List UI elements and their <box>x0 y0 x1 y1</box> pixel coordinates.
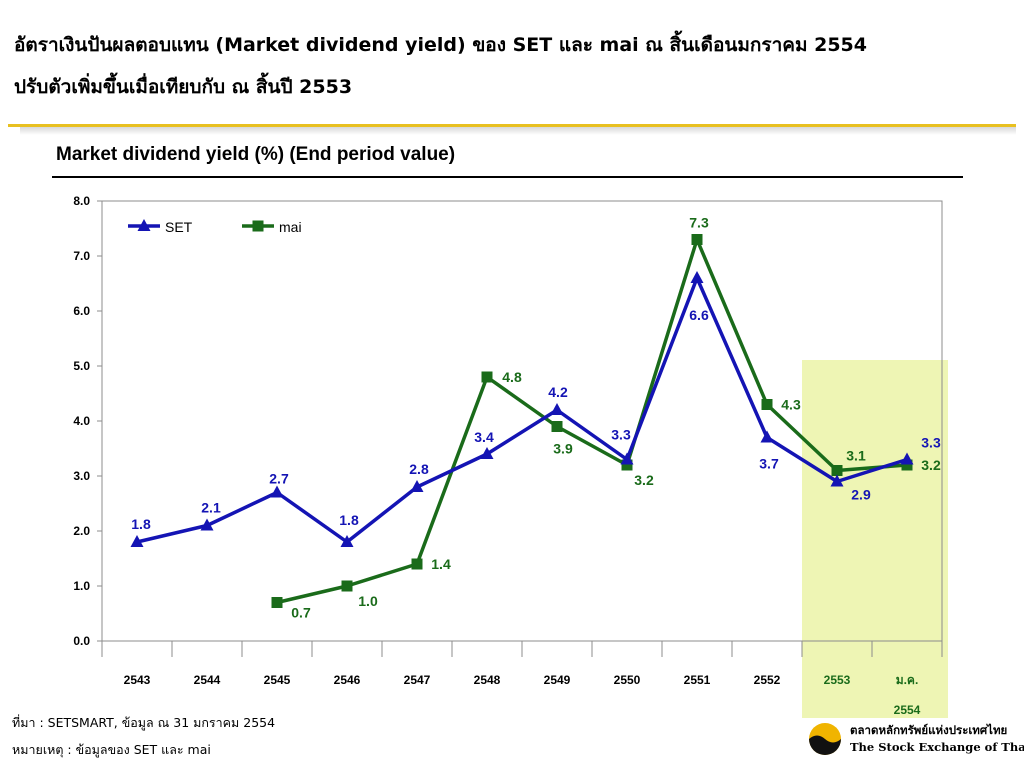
x-tick-label: 2544 <box>194 673 221 687</box>
y-tick-label: 8.0 <box>73 194 90 208</box>
set-point <box>410 480 424 492</box>
data-label-mai: 7.3 <box>689 215 709 231</box>
x-tick-label: 2553 <box>824 673 851 687</box>
data-label-set: 2.9 <box>851 487 871 503</box>
series-mai-line <box>276 237 908 605</box>
data-label-set: 4.2 <box>548 384 568 400</box>
mai-point <box>831 465 843 476</box>
highlight-band <box>802 360 948 718</box>
chart-title: Market dividend yield (%) (End period va… <box>56 144 456 165</box>
x-tick-label: 2551 <box>684 673 711 687</box>
x-tick-label: 2550 <box>614 673 641 687</box>
mai-point <box>551 421 563 432</box>
y-tick-label: 4.0 <box>73 414 90 428</box>
y-tick-label: 1.0 <box>73 579 90 593</box>
series-set-line <box>136 276 908 544</box>
y-tick-label: 5.0 <box>73 359 90 373</box>
y-tick-label: 6.0 <box>73 304 90 318</box>
mai-point <box>411 558 423 570</box>
data-label-mai: 1.0 <box>358 593 378 609</box>
mai-point <box>761 399 773 410</box>
mai-point <box>481 371 493 383</box>
x-tick-label: 2545 <box>264 673 291 687</box>
set-point <box>480 447 494 459</box>
set-point <box>690 271 704 283</box>
x-tick-label: 2546 <box>334 673 361 687</box>
x-tick-label: 2554 <box>894 703 921 717</box>
chart-title-rule <box>52 176 963 178</box>
data-label-set: 3.3 <box>611 427 631 443</box>
set-logo: ตลาดหลักทรัพย์แห่งประเทศไทย The Stock Ex… <box>808 720 1024 760</box>
x-tick-label: ม.ค. <box>896 673 919 687</box>
data-label-set: 3.3 <box>921 435 941 451</box>
footnote-source: ที่มา : SETSMART, ข้อมูล ณ 31 มกราคม 255… <box>12 715 276 730</box>
data-label-set: 1.8 <box>131 516 151 532</box>
data-label-mai: 3.1 <box>846 448 866 464</box>
footnote-note: หมายเหตุ : ข้อมูลของ SET และ mai <box>12 742 211 757</box>
data-label-mai: 4.8 <box>502 369 522 385</box>
header-divider <box>8 124 1016 127</box>
data-label-mai: 0.7 <box>291 605 311 621</box>
data-label-set: 1.8 <box>339 512 359 528</box>
legend-marker-mai <box>252 220 264 232</box>
set-point <box>760 430 774 443</box>
set-emblem-icon <box>809 723 841 755</box>
y-tick-label: 7.0 <box>73 249 90 263</box>
data-label-set: 3.7 <box>759 456 779 472</box>
data-label-mai: 3.2 <box>921 457 941 473</box>
x-tick-label: 2547 <box>404 673 431 687</box>
data-label-mai: 4.3 <box>781 397 801 413</box>
mai-point <box>691 234 703 245</box>
y-tick-label: 3.0 <box>73 469 90 483</box>
data-label-mai: 1.4 <box>431 556 451 572</box>
set-point <box>200 518 214 531</box>
mai-point <box>271 597 283 608</box>
legend-label-set: SET <box>165 219 193 235</box>
header-divider-shadow <box>20 127 1016 135</box>
mai-point <box>341 580 353 592</box>
data-label-mai: 3.2 <box>634 472 654 488</box>
slide-headline: อัตราเงินปันผลตอบแทน (Market dividend yi… <box>14 24 1014 108</box>
set-point <box>830 474 844 487</box>
logo-thai-text: ตลาดหลักทรัพย์แห่งประเทศไทย <box>850 723 1008 737</box>
x-tick-label: 2548 <box>474 673 501 687</box>
set-point <box>620 452 634 465</box>
y-tick-label: 0.0 <box>73 634 90 648</box>
mai-point <box>621 459 633 471</box>
set-point <box>340 535 354 547</box>
y-tick-label: 2.0 <box>73 524 90 538</box>
set-point <box>900 452 914 465</box>
headline-line-1: อัตราเงินปันผลตอบแทน (Market dividend yi… <box>14 34 867 56</box>
data-label-mai: 3.9 <box>553 441 573 457</box>
legend-label-mai: mai <box>279 219 302 235</box>
x-tick-label: 2549 <box>544 673 571 687</box>
x-tick-label: 2552 <box>754 673 781 687</box>
mai-point <box>901 459 913 471</box>
data-label-set: 2.1 <box>201 500 221 516</box>
x-tick-label: 2543 <box>124 673 151 687</box>
logo-english-text: The Stock Exchange of Thailand <box>850 740 1024 754</box>
data-label-set: 3.4 <box>474 429 494 445</box>
data-label-set: 2.7 <box>269 471 289 487</box>
set-point <box>130 535 144 547</box>
headline-line-2: ปรับตัวเพิ่มขึ้นเมื่อเทียบกับ ณ สิ้นปี 2… <box>14 76 353 98</box>
legend-marker-set <box>137 219 151 231</box>
set-point <box>270 485 284 498</box>
data-label-set: 6.6 <box>689 307 709 323</box>
data-label-set: 2.8 <box>409 461 429 477</box>
set-point <box>550 403 564 415</box>
